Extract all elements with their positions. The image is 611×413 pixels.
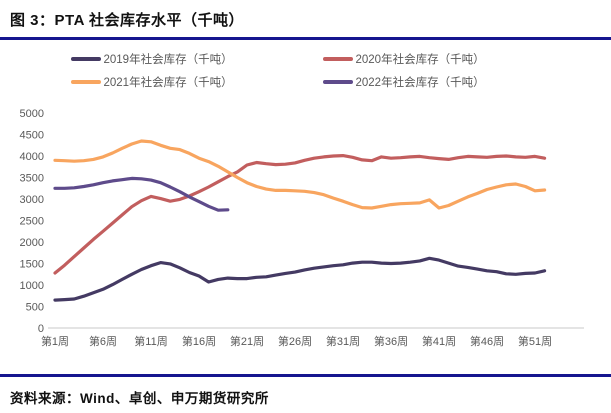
- line-chart: 0 500 1000 1500 2000 2500 3000 3500 4000 4500 5000…: [0, 91, 611, 356]
- series-line-2022: [53, 176, 230, 212]
- x-axis-tick-label: 第6周: [89, 334, 117, 348]
- y-axis-tick-label: 4500: [20, 130, 44, 142]
- legend-label-2020: 2020年社会库存（千吨）: [355, 54, 485, 66]
- y-axis-tick-label: 500: [26, 302, 44, 314]
- legend-item-2020: 2020年社会库存（千吨）: [322, 51, 541, 67]
- chart-canvas: 0 500 1000 1500 2000 2500 3000 3500 4000 4500 5000…: [20, 108, 584, 348]
- x-axis-tick-label: 第31周: [326, 334, 360, 348]
- legend-swatch-2021: [70, 80, 101, 84]
- y-axis-tick-label: 1000: [20, 280, 44, 292]
- y-axis-tick-label: 3000: [20, 194, 44, 206]
- legend-swatch-2022: [322, 80, 353, 84]
- x-axis-tick-label: 第16周: [182, 334, 216, 348]
- legend-item-2022: 2022年社会库存（千吨）: [322, 74, 541, 90]
- legend-label-2022: 2022年社会库存（千吨）: [355, 77, 485, 89]
- series-line-2019: [53, 256, 547, 302]
- y-axis-tick-label: 3500: [20, 173, 44, 185]
- legend-swatch-2020: [322, 57, 353, 61]
- x-axis-tick-label: 第1周: [41, 334, 69, 348]
- legend-label-2021: 2021年社会库存（千吨）: [103, 77, 233, 89]
- x-axis-tick-label: 第36周: [374, 334, 408, 348]
- legend-swatch-2019: [70, 57, 101, 61]
- y-axis-tick-label: 4000: [20, 151, 44, 163]
- series-line-2020: [53, 153, 547, 275]
- x-axis-tick-label: 第41周: [422, 334, 456, 348]
- y-axis-tick-label: 1500: [20, 259, 44, 271]
- footer-divider: [0, 374, 611, 377]
- y-axis-tick-label: 5000: [20, 108, 44, 120]
- x-axis-tick-label: 第46周: [470, 334, 504, 348]
- legend-item-2019: 2019年社会库存（千吨）: [70, 51, 289, 67]
- x-axis-tick-label: 第51周: [518, 334, 552, 348]
- source-note: 资料来源：Wind、卓创、申万期货研究所: [10, 391, 269, 406]
- x-axis-tick-label: 第11周: [134, 334, 167, 348]
- x-axis-tick-label: 第26周: [278, 334, 312, 348]
- figure-title: 图 3：PTA 社会库存水平（千吨）: [10, 12, 245, 29]
- x-axis-tick-label: 第21周: [230, 334, 264, 348]
- chart-legend: 2019年社会库存（千吨） 2020年社会库存（千吨） 2021年社会库存（千吨） 2…: [0, 51, 611, 90]
- y-axis-tick-label: 2500: [20, 216, 44, 228]
- y-axis-tick-label: 2000: [20, 237, 44, 249]
- legend-item-2021: 2021年社会库存（千吨）: [70, 74, 289, 90]
- series-line-2021: [53, 139, 547, 210]
- title-divider: [0, 37, 611, 40]
- legend-label-2019: 2019年社会库存（千吨）: [103, 54, 233, 66]
- y-axis-tick-label: 0: [38, 323, 44, 335]
